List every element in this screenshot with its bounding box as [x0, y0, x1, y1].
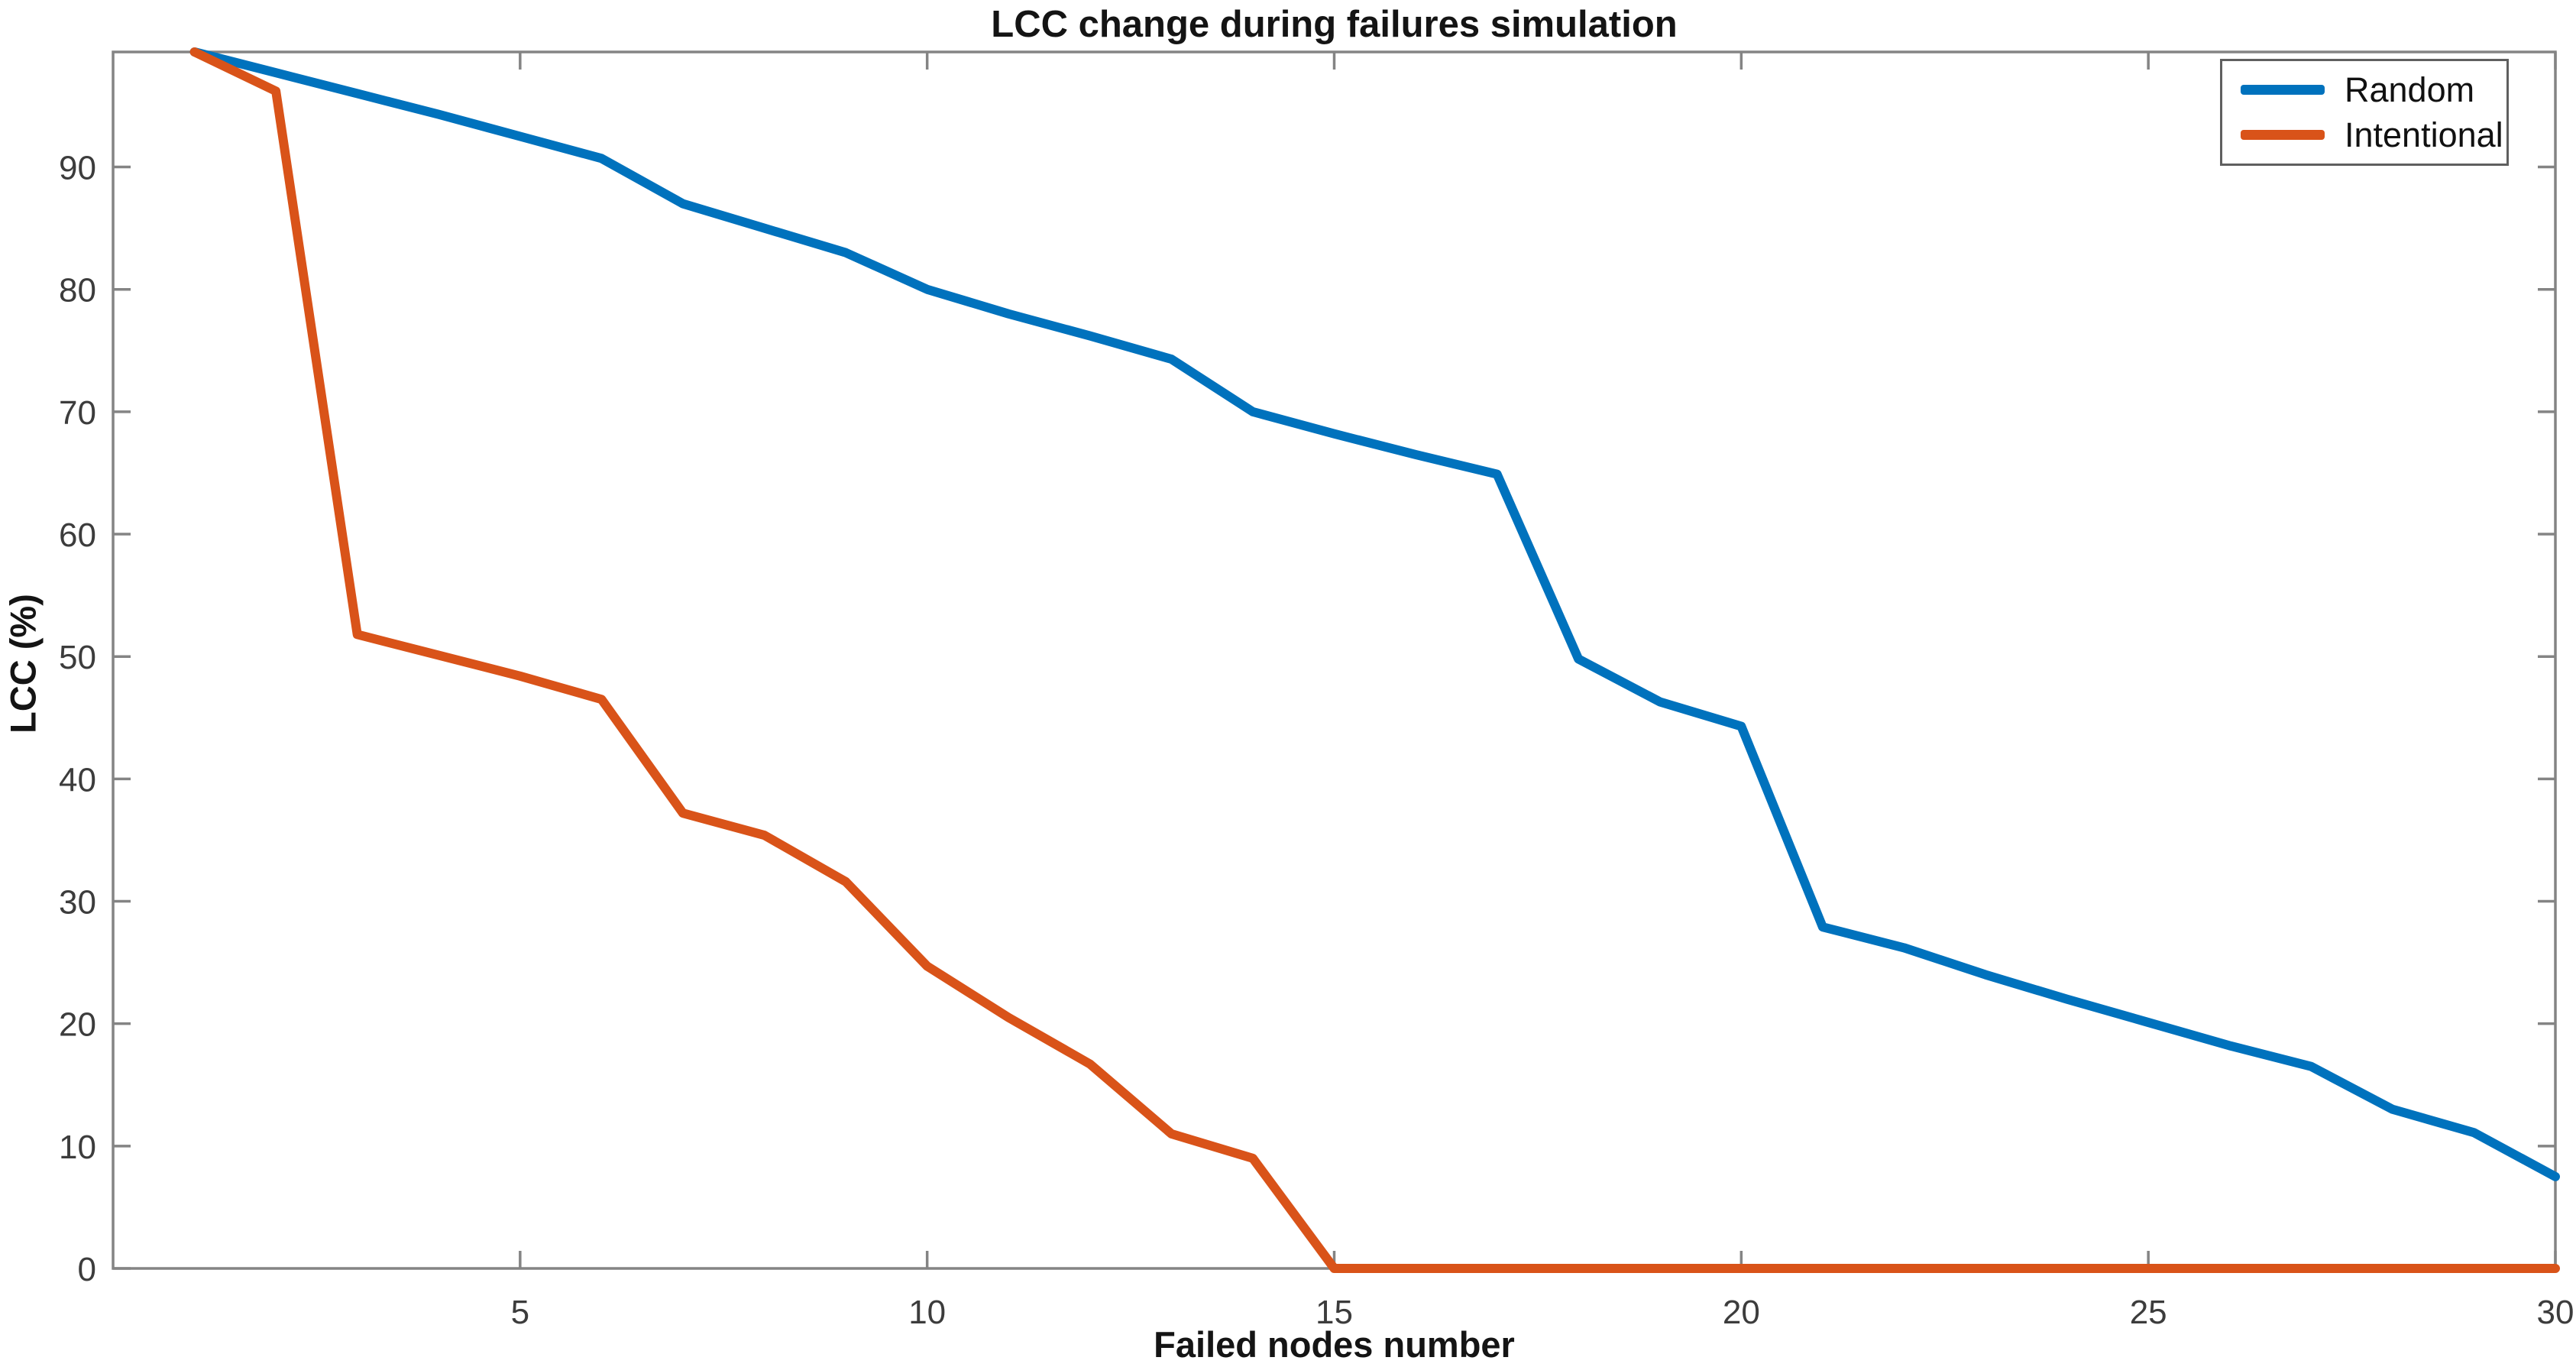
y-tick-label: 90	[59, 150, 96, 187]
y-tick-label: 10	[59, 1129, 96, 1166]
x-tick-label: 20	[1723, 1294, 1760, 1331]
legend-item-random: Random	[2222, 73, 2506, 107]
intentional-line-swatch-icon	[2241, 130, 2325, 141]
x-tick-label: 25	[2130, 1294, 2167, 1331]
random-line-swatch-icon	[2241, 84, 2325, 95]
plot-box	[112, 50, 2557, 1270]
legend-label-intentional: Intentional	[2345, 115, 2503, 155]
y-tick-label: 80	[59, 272, 96, 309]
x-tick-label: 5	[511, 1294, 529, 1331]
x-axis-label: Failed nodes number	[1154, 1324, 1515, 1365]
legend: Random Intentional	[2220, 59, 2509, 166]
x-tick-label: 30	[2537, 1294, 2574, 1331]
y-tick-label: 50	[59, 639, 96, 676]
y-tick-label: 20	[59, 1006, 96, 1044]
x-tick-label: 10	[908, 1294, 946, 1331]
y-axis-label: LCC (%)	[2, 594, 44, 734]
series-line-intentional	[189, 47, 2560, 1273]
y-tick-label: 0	[78, 1251, 96, 1288]
y-tick-label: 40	[59, 761, 96, 798]
legend-item-intentional: Intentional	[2222, 118, 2506, 152]
y-tick-label: 30	[59, 884, 96, 922]
chart-title: LCC change during failures simulation	[991, 4, 1678, 45]
y-tick-label: 60	[59, 517, 96, 554]
x-tick-label: 15	[1316, 1294, 1353, 1331]
legend-label-random: Random	[2345, 70, 2475, 109]
y-tick-label: 70	[59, 394, 96, 432]
series-line-random	[189, 47, 2560, 1181]
